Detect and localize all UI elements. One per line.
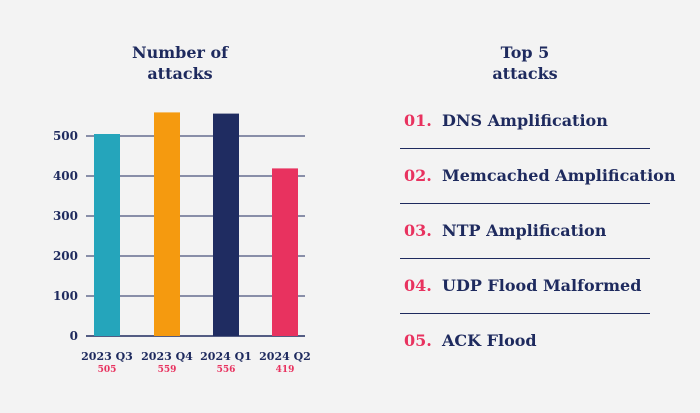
x-tick-label: 2024 Q1 — [200, 350, 252, 363]
x-tick-label: 2024 Q2 — [259, 350, 311, 363]
rank-number: 03. — [404, 221, 432, 240]
attack-name: NTP Amplification — [442, 221, 607, 240]
top-attacks-list: 01. DNS Amplification 02. Memcached Ampl… — [400, 94, 675, 369]
chart-title-line-1: Number of — [131, 43, 229, 62]
top-attacks-title: Top 5 attacks — [440, 42, 610, 84]
data-label: 559 — [158, 365, 177, 375]
rank-number: 05. — [404, 331, 432, 350]
data-label: 419 — [276, 365, 295, 375]
y-tick-label: 100 — [53, 289, 78, 303]
bar — [154, 112, 180, 337]
bar — [213, 113, 239, 336]
y-tick-label: 200 — [53, 249, 78, 263]
list-item: 03. NTP Amplification — [400, 204, 650, 259]
y-tick-label: 0 — [70, 329, 78, 343]
rank-number: 01. — [404, 111, 432, 130]
x-tick-label: 2023 Q4 — [141, 350, 193, 363]
attack-name: Memcached Amplification — [442, 166, 676, 185]
data-label: 556 — [217, 365, 236, 375]
bar — [94, 134, 120, 336]
y-tick-label: 500 — [53, 129, 78, 143]
y-tick-label: 300 — [53, 209, 78, 223]
attack-name: DNS Amplification — [442, 111, 608, 130]
attack-name: ACK Flood — [442, 331, 537, 350]
list-item: 01. DNS Amplification — [400, 94, 650, 149]
chart-title: Number of attacks — [100, 42, 260, 84]
list-item: 05. ACK Flood — [400, 314, 650, 369]
rank-number: 02. — [404, 166, 432, 185]
bar — [272, 168, 298, 336]
list-item: 02. Memcached Amplification — [400, 149, 675, 204]
rank-number: 04. — [404, 276, 432, 295]
top-attacks-title-line-1: Top 5 — [500, 43, 550, 62]
attack-name: UDP Flood Malformed — [442, 276, 642, 295]
list-item: 04. UDP Flood Malformed — [400, 259, 650, 314]
bar-chart: 0 100 200 300 400 500 2023 Q3 505 2023 Q4 559 2024… — [53, 112, 311, 375]
data-label: 505 — [98, 365, 117, 375]
y-tick-label: 400 — [53, 169, 78, 183]
x-tick-label: 2023 Q3 — [81, 350, 133, 363]
top-attacks-title-line-2: attacks — [492, 64, 558, 83]
chart-title-line-2: attacks — [147, 64, 213, 83]
